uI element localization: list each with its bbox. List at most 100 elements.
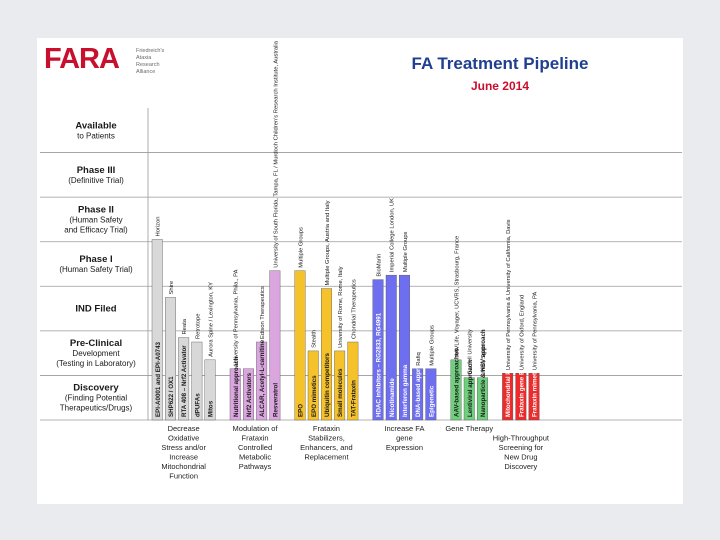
group-caption: Modulation of [233,424,279,433]
bar-label: Nrf2 Activators [246,372,253,417]
bar-top-label: Reata [182,318,188,334]
pipeline-bar [256,341,268,421]
stage-label: to Patients [77,131,115,140]
bar-label: HDAC inhibitors – RG2833, RG4991 [376,312,383,417]
group-caption: Expression [386,443,423,452]
bar-label: EPO [298,404,305,417]
pipeline-bar [372,279,384,421]
bar-top-label: Aurora Spine / Lexington, KY [209,282,215,357]
bar-top-label: University of Oxford, England [519,295,525,370]
group-caption: New Drug [504,453,537,462]
pipeline-bar [178,337,190,421]
group-caption: Frataxin [242,434,269,443]
bar-label: Ubiquitin competitors [324,353,331,417]
bar-label: Interferon gamma [402,364,409,417]
bar-top-label: Multiple Groups [429,325,435,366]
bar-label: Mitos [208,400,215,417]
bar-top-label: University of Rome, Rome, Italy [338,266,344,348]
bar-label: Nicotinamide [389,378,396,417]
stage-label: Phase I [79,254,112,265]
bar-label: Resveratrol [272,383,279,417]
bar-top-label: Weill, Spain [481,344,487,375]
stage-label: (Testing in Laboratory) [56,359,136,368]
stage-label: (Finding Potential [65,394,127,403]
bar-top-label: Multiple Groups [299,227,305,268]
bar-label: ALCAR, Acetyl-L-carnitine [259,339,266,417]
logo-tagline: Friedreich's Ataxia Research Alliance [136,48,165,75]
pipeline-bar [463,377,475,421]
group-caption: Frataxin [313,424,340,433]
bar-top-label: University of Pennsylvania, PA [533,292,539,371]
pipeline-bar [242,368,254,421]
stage-label: and Efficacy Trial) [64,225,128,234]
group-caption: Mitochondrial [161,462,206,471]
stage-label: Therapeutics/Drugs) [60,404,133,413]
pipeline-bar [515,373,527,421]
group-caption: Stabilizers, [308,434,345,443]
pipeline-bar [385,274,397,421]
bar-label: Frataxin gene Expression [518,341,525,417]
pipeline-bar [347,341,359,421]
stage-label: Available [75,120,116,131]
stage-label: (Human Safety [69,215,122,224]
bar-label: DNA-based approach [415,354,422,417]
bar-top-label: University of Pennsylvania, Phila., PA [234,269,240,365]
bar-label: Nanoparticle & HSV approach [480,329,487,417]
group-caption: High-Throughput [493,434,550,443]
group-caption: Stress and/or [161,443,206,452]
logo-wordmark: FARA [44,43,120,75]
pipeline-bar [229,368,241,421]
stage-label: Phase III [77,165,116,176]
pipeline-bar [450,359,462,421]
bar-label: Small molecules [337,368,344,417]
bar-top-label: AAVLife, Voyager, UCVRS, Strasbourg, Fra… [455,236,461,357]
pipeline-bar [528,373,540,421]
pipeline-bar [502,373,514,421]
bar-label: Lentiviral approach [467,360,474,417]
stage-label: (Human Safety Trial) [59,265,133,274]
bar-top-label: Shire [169,281,175,295]
pipeline-bar [204,359,216,421]
bar-label: Epigenetic [428,385,435,417]
bar-label: SHP622 / OX1 [168,376,175,417]
slide-background [37,38,683,504]
group-caption: Discovery [504,462,537,471]
chart-subtitle: June 2014 [470,79,530,93]
bar-top-label: Chondrial Therapeutics [351,279,357,339]
bar-top-label: Imperial College London, UK [390,198,396,272]
bar-label: Mitochondrial Pathways [505,346,512,417]
stage-label: Phase II [78,204,114,215]
pipeline-bar [399,274,410,421]
bar-label: RTA 408 – Nrf2 Activator [181,345,188,417]
group-caption: Controlled [238,443,272,452]
group-caption: Increase FA [384,424,424,433]
bar-top-label: Stealth [312,330,318,348]
bar-label: AAV-based approaches [454,348,461,417]
fara-logo: FARA Friedreich's Ataxia Research Allian… [44,43,164,75]
group-caption: Increase [169,453,198,462]
group-caption: Gene Therapy [445,424,493,433]
pipeline-bar [191,341,203,421]
bar-label: EPI-A0001 and EPI-A0743 [155,341,162,417]
stage-label: Discovery [73,383,119,394]
bar-top-label: Retrotope [195,314,201,339]
bar-top-label: University of South Florida, Tampa, FL /… [273,40,279,267]
stage-label: Pre-Clinical [70,338,122,349]
stage-label: (Definitive Trial) [68,176,124,185]
group-caption: Replacement [304,453,349,462]
stage-label: Development [72,349,120,358]
bar-top-label: Edison Therapeutics [260,286,266,339]
bar-label: dPUFAs [194,393,201,417]
pipeline-bar [151,239,163,421]
pipeline-bar [425,368,437,421]
stage-label: IND Filed [75,304,116,315]
bar-label: Frataxin mimetics [532,364,539,417]
group-caption: Screening for [499,443,544,452]
pipeline-bar [269,270,281,421]
chart-title: FA Treatment Pipeline [411,54,589,73]
bar-top-label: Multiple Groups [403,231,409,272]
bar-label: Nutritional approach [233,356,240,417]
pipeline-bar [307,350,319,421]
group-caption: Metabolic [239,453,271,462]
